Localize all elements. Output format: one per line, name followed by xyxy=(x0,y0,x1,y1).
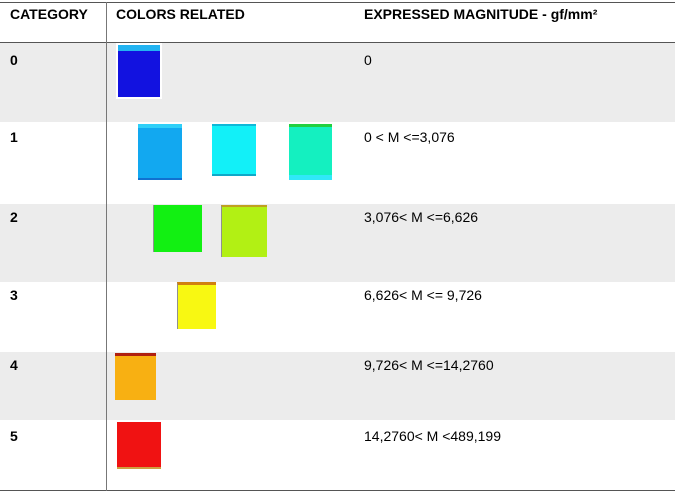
table-border xyxy=(0,490,675,491)
color-swatch xyxy=(138,124,182,180)
magnitude-cell: 3,076< M <=6,626 xyxy=(364,209,479,225)
row-background xyxy=(0,204,675,282)
column-divider xyxy=(106,2,107,491)
magnitude-cell: 14,2760< M <489,199 xyxy=(364,428,502,444)
row-background xyxy=(0,43,675,122)
category-cell: 2 xyxy=(10,209,18,225)
magnitude-cell: 9,726< M <=14,2760 xyxy=(364,357,494,373)
color-swatch xyxy=(153,205,202,252)
category-cell: 0 xyxy=(10,52,18,68)
magnitude-cell: 6,626< M <= 9,726 xyxy=(364,287,482,303)
category-cell: 1 xyxy=(10,129,18,145)
color-swatch xyxy=(117,422,161,469)
header-cell: EXPRESSED MAGNITUDE - gf/mm² xyxy=(364,6,598,22)
color-swatch xyxy=(115,353,156,400)
table-border xyxy=(0,2,675,3)
magnitude-cell: 0 < M <=3,076 xyxy=(364,129,455,145)
color-swatch xyxy=(221,205,267,257)
color-swatch xyxy=(289,124,332,180)
color-swatch xyxy=(177,282,216,329)
color-swatch xyxy=(212,124,256,176)
color-swatch xyxy=(118,45,160,97)
category-cell: 4 xyxy=(10,357,18,373)
row-background xyxy=(0,352,675,420)
header-cell: CATEGORY xyxy=(10,6,88,22)
category-cell: 5 xyxy=(10,428,18,444)
header-border xyxy=(0,42,675,43)
header-cell: COLORS RELATED xyxy=(116,6,245,22)
magnitude-cell: 0 xyxy=(364,52,372,68)
category-cell: 3 xyxy=(10,287,18,303)
